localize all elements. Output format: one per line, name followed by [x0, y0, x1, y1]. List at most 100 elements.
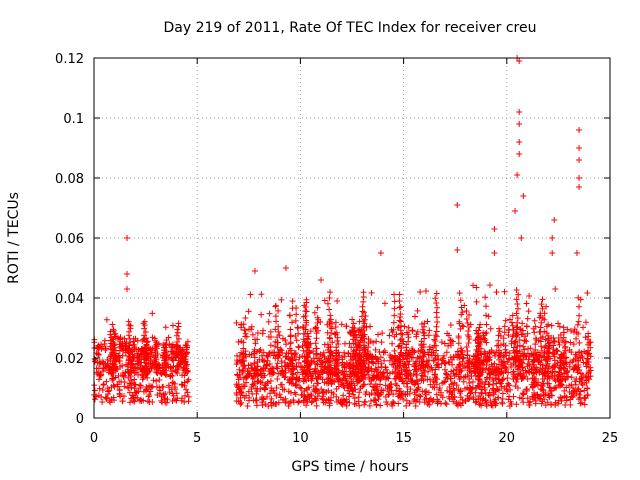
data-point [95, 392, 102, 399]
data-point [240, 321, 247, 328]
data-point [292, 391, 299, 398]
data-point [117, 393, 124, 400]
data-point [339, 380, 346, 387]
data-point [350, 320, 357, 327]
data-point [509, 312, 516, 319]
data-point [487, 398, 494, 405]
data-point [376, 348, 383, 355]
data-point [111, 397, 118, 404]
data-point [169, 322, 176, 329]
data-point [119, 362, 126, 369]
data-point [156, 390, 163, 397]
data-point [419, 373, 426, 380]
data-point [169, 398, 176, 405]
data-point [185, 393, 192, 400]
data-point [547, 369, 554, 376]
data-point [249, 390, 256, 397]
data-point [144, 370, 151, 376]
data-point [325, 396, 332, 403]
data-point [245, 370, 252, 377]
data-point [465, 340, 472, 347]
data-point [367, 323, 374, 330]
data-point [266, 361, 273, 368]
data-point [267, 399, 274, 406]
data-point [495, 394, 502, 401]
data-point [352, 331, 359, 338]
data-point [432, 379, 439, 386]
data-point [446, 395, 453, 402]
data-point [487, 371, 494, 378]
data-point [108, 384, 115, 391]
data-point [396, 317, 403, 324]
data-point [312, 395, 319, 402]
data-point [156, 377, 163, 384]
data-point [398, 330, 405, 337]
data-point [295, 325, 302, 332]
data-point [585, 358, 592, 365]
data-point [375, 331, 382, 338]
data-point [378, 339, 385, 346]
data-point [144, 398, 151, 405]
data-point [279, 367, 286, 374]
data-point [99, 368, 106, 375]
data-point [413, 378, 420, 385]
data-point [412, 313, 419, 320]
data-point [420, 364, 427, 371]
data-point [394, 324, 401, 331]
data-point [294, 324, 301, 331]
x-tick-label: 0 [90, 431, 98, 446]
data-point [138, 397, 145, 404]
data-point [508, 354, 515, 361]
data-point [274, 344, 281, 351]
data-point [375, 364, 382, 371]
data-point [396, 369, 403, 376]
data-point [110, 345, 117, 352]
data-point [341, 353, 348, 360]
data-point [324, 341, 331, 348]
data-point [510, 393, 517, 400]
data-point [360, 289, 367, 296]
data-point [579, 371, 586, 378]
data-point [500, 358, 507, 365]
data-point [513, 286, 520, 293]
data-point [143, 335, 150, 342]
data-point [285, 402, 292, 409]
data-point [574, 386, 581, 393]
data-point [523, 386, 530, 393]
data-point [515, 291, 522, 298]
data-point [478, 389, 485, 396]
data-point [545, 373, 552, 380]
data-point [541, 376, 548, 382]
data-point [330, 390, 337, 397]
data-point [289, 376, 296, 382]
data-point [292, 350, 299, 357]
data-point [260, 365, 267, 372]
data-point [457, 394, 464, 401]
data-point [584, 356, 591, 363]
data-point [335, 376, 342, 382]
data-point [289, 361, 296, 368]
data-point [240, 351, 247, 358]
data-point [170, 349, 177, 356]
data-point [561, 370, 568, 377]
data-point [324, 329, 331, 336]
data-point [409, 328, 416, 335]
data-point [539, 305, 546, 312]
data-point [104, 385, 111, 392]
data-point [281, 374, 288, 381]
data-point [287, 326, 294, 333]
data-point [545, 340, 552, 347]
data-point [524, 395, 531, 402]
data-point [264, 380, 271, 387]
data-point [397, 349, 404, 356]
data-point [287, 340, 294, 347]
data-point [430, 396, 437, 403]
data-point [312, 360, 319, 367]
data-points [91, 55, 594, 409]
data-point [112, 358, 119, 365]
data-point [368, 390, 375, 397]
data-point [502, 317, 509, 324]
data-point [435, 356, 442, 363]
data-point [352, 337, 359, 344]
data-point [280, 370, 287, 377]
